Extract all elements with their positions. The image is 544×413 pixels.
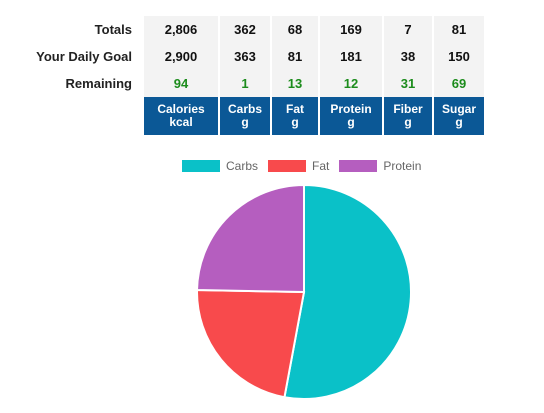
remaining-row: Remaining 94 1 13 12 31 69	[20, 70, 484, 97]
totals-sugar: 81	[432, 16, 484, 43]
goal-label: Your Daily Goal	[36, 49, 132, 64]
goal-fiber: 38	[382, 43, 432, 70]
goal-protein: 181	[318, 43, 382, 70]
header-row: Calories kcal Carbs g Fat g Protein g Fiber g…	[20, 97, 484, 135]
totals-fat: 68	[270, 16, 318, 43]
header-sugar: Sugar g	[432, 97, 484, 135]
header-fat: Fat g	[270, 97, 318, 135]
legend-item-protein[interactable]: Protein	[339, 159, 421, 173]
legend-swatch-protein	[339, 160, 378, 172]
nutrition-summary-table: Totals 2,806 362 68 169 7 81 Your Daily …	[20, 16, 484, 135]
header-fat-unit: g	[291, 115, 299, 129]
header-protein-name: Protein	[330, 102, 372, 116]
goal-row: Your Daily Goal 2,900 363 81 181 38 150	[20, 43, 484, 70]
header-protein-unit: g	[347, 115, 355, 129]
remaining-calories: 94	[142, 70, 218, 97]
remaining-protein: 12	[318, 70, 382, 97]
header-carbs-unit: g	[241, 115, 249, 129]
pie-slice-fat[interactable]	[196, 289, 306, 399]
header-carbs-name: Carbs	[227, 102, 262, 116]
remaining-sugar: 69	[432, 70, 484, 97]
header-fiber: Fiber g	[382, 97, 432, 135]
legend-item-carbs[interactable]: Carbs	[182, 159, 258, 173]
totals-carbs: 362	[218, 16, 270, 43]
totals-protein: 169	[318, 16, 382, 43]
goal-sugar: 150	[432, 43, 484, 70]
remaining-label: Remaining	[65, 76, 132, 91]
header-carbs: Carbs g	[218, 97, 270, 135]
legend-label-fat: Fat	[312, 159, 330, 173]
header-fiber-unit: g	[404, 115, 412, 129]
legend-item-fat[interactable]: Fat	[268, 159, 329, 173]
chart-legend: Carbs Fat Protein	[182, 159, 431, 173]
remaining-fat: 13	[270, 70, 318, 97]
header-fat-name: Fat	[286, 102, 304, 116]
header-calories-name: Calories	[157, 102, 205, 116]
header-fiber-name: Fiber	[393, 102, 423, 116]
legend-label-carbs: Carbs	[226, 159, 259, 173]
header-calories-unit: kcal	[169, 115, 193, 129]
pie-slice-carbs[interactable]	[283, 183, 412, 400]
legend-label-protein: Protein	[383, 159, 422, 173]
header-sugar-unit: g	[455, 115, 463, 129]
totals-calories: 2,806	[142, 16, 218, 43]
remaining-fiber: 31	[382, 70, 432, 97]
header-calories: Calories kcal	[142, 97, 218, 135]
goal-carbs: 363	[218, 43, 270, 70]
goal-calories: 2,900	[142, 43, 218, 70]
legend-swatch-fat	[268, 160, 307, 172]
totals-row: Totals 2,806 362 68 169 7 81	[20, 16, 484, 43]
pie-slice-protein[interactable]	[195, 183, 305, 294]
remaining-carbs: 1	[218, 70, 270, 97]
totals-label: Totals	[94, 22, 132, 37]
header-protein: Protein g	[318, 97, 382, 135]
totals-fiber: 7	[382, 16, 432, 43]
goal-fat: 81	[270, 43, 318, 70]
header-sugar-name: Sugar	[441, 102, 476, 116]
legend-swatch-carbs	[182, 160, 220, 172]
